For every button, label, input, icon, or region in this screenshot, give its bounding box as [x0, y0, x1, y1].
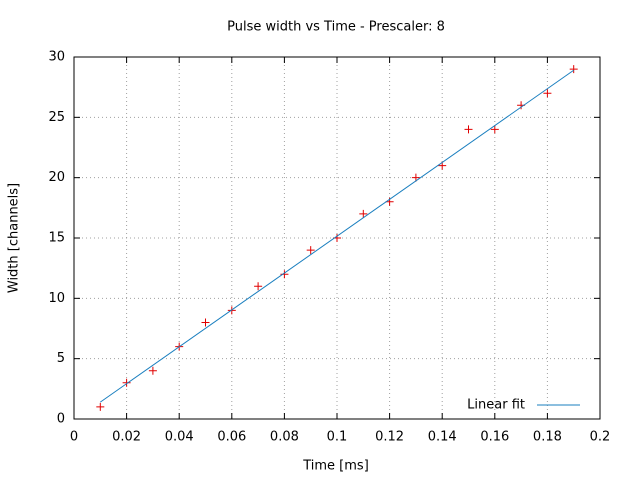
legend-label: Linear fit: [467, 398, 525, 413]
y-tick-label: 10: [48, 291, 65, 306]
data-point: [280, 270, 289, 279]
data-point: [464, 125, 473, 134]
y-axis-label: Width [channels]: [7, 183, 22, 293]
data-point: [148, 366, 157, 375]
y-tick-label: 5: [57, 351, 65, 366]
y-tick-label: 30: [48, 50, 65, 65]
y-tick-label: 0: [57, 412, 65, 427]
x-tick-label: 0.16: [480, 430, 509, 445]
data-point: [569, 65, 578, 74]
plot-border: [73, 56, 601, 420]
x-axis-label: Time [ms]: [302, 459, 369, 474]
chart-title: Pulse width vs Time - Prescaler: 8: [227, 20, 445, 35]
x-tick-label: 0.18: [533, 430, 562, 445]
y-tick-label: 25: [48, 110, 65, 125]
x-tick-label: 0.1: [327, 430, 348, 445]
x-tick-label: 0.14: [428, 430, 457, 445]
x-tick-label: 0.02: [112, 430, 141, 445]
x-tick-label: 0.2: [590, 430, 611, 445]
x-tick-label: 0: [70, 430, 78, 445]
y-tick-label: 20: [48, 170, 65, 185]
data-point: [359, 209, 368, 218]
data-point: [254, 282, 263, 291]
y-tick-label: 15: [48, 231, 65, 246]
data-point: [201, 318, 210, 327]
x-tick-label: 0.08: [270, 430, 299, 445]
data-point: [543, 89, 552, 98]
fit-line: [100, 69, 574, 403]
x-tick-label: 0.06: [217, 430, 246, 445]
data-point: [306, 246, 315, 255]
data-point: [96, 402, 105, 411]
x-tick-label: 0.12: [375, 430, 404, 445]
x-tick-label: 0.04: [165, 430, 194, 445]
data-point: [490, 125, 499, 134]
data-point: [122, 378, 131, 387]
